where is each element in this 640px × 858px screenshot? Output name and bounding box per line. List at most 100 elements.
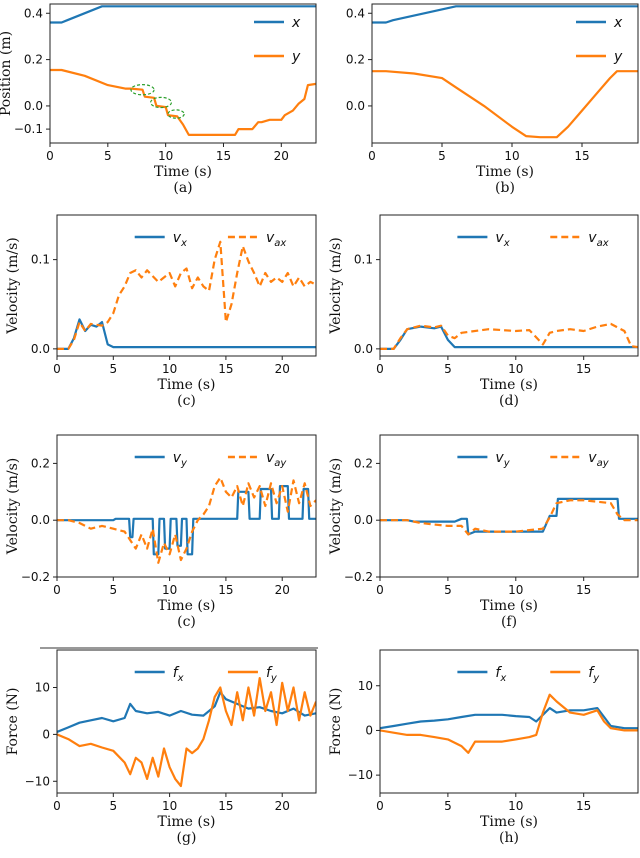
y-tick-label: 0.2 <box>354 456 373 470</box>
x-axis-label: Time (s) <box>158 814 216 830</box>
x-tick-label: 15 <box>218 583 233 597</box>
y-tick-label: −10 <box>25 774 50 788</box>
x-axis-label: Time (s) <box>480 598 538 614</box>
x-tick-label: 5 <box>104 149 112 163</box>
legend-label: fx <box>173 665 184 684</box>
y-tick-label: 0.0 <box>31 342 50 356</box>
axes-frame <box>379 649 639 794</box>
legend: xy <box>576 15 623 65</box>
legend-label: fy <box>588 665 600 684</box>
legend-subscript: y <box>270 673 278 684</box>
legend: vy vay <box>134 450 287 469</box>
y-tick-label: 0.0 <box>354 342 373 356</box>
panel-caption: (d) <box>499 393 519 409</box>
y-tick-label: 0.4 <box>24 6 43 20</box>
axes-frame <box>379 434 639 578</box>
axes-frame <box>56 214 317 357</box>
legend-subscript: x <box>499 673 506 684</box>
legend-subscript: y <box>592 673 600 684</box>
x-tick-label: 5 <box>109 583 117 597</box>
legend: vx vax <box>134 230 286 249</box>
panel-caption: (a) <box>173 180 192 196</box>
legend-label: fy <box>266 665 278 684</box>
panel-caption: (h) <box>499 830 519 846</box>
x-axis-label: Time (s) <box>158 377 216 393</box>
legend-subscript: y <box>180 458 188 469</box>
x-tick-label: 0 <box>376 362 384 376</box>
y-tick-label: 0.2 <box>346 53 365 67</box>
y-tick-label: 0 <box>365 723 373 737</box>
x-tick-label: 0 <box>368 149 376 163</box>
x-tick-label: 15 <box>574 149 589 163</box>
axes-frame <box>56 434 317 578</box>
legend: xy <box>254 15 301 65</box>
y-tick-label: 0.4 <box>346 6 365 20</box>
series-line-vay-e <box>57 476 316 564</box>
series-line-vax-c <box>57 240 316 350</box>
y-tick-label: 0.1 <box>31 253 50 267</box>
y-tick-label: −0.1 <box>14 122 43 136</box>
chart-panel-f: 0 5 10 15 −0.2 0.0 0.2 Time (s) Velocity (m/s) (f… <box>328 434 639 630</box>
x-axis-label: Time (s) <box>154 164 212 180</box>
annotation-ellipse <box>150 96 173 109</box>
y-tick-label: 0.2 <box>24 53 43 67</box>
legend-label: fx <box>495 665 506 684</box>
x-axis-label: Time (s) <box>158 598 216 614</box>
y-tick-label: 0.0 <box>346 99 365 113</box>
x-tick-label: 15 <box>218 362 233 376</box>
series-line-y-b <box>372 70 638 139</box>
x-tick-label: 20 <box>275 362 290 376</box>
y-tick-label: 10 <box>358 679 373 693</box>
panel-caption: (g) <box>177 830 197 846</box>
x-tick-label: 5 <box>444 362 452 376</box>
y-tick-label: −0.2 <box>21 570 50 584</box>
x-tick-label: 15 <box>576 583 591 597</box>
x-axis-label: Time (s) <box>476 164 534 180</box>
x-tick-label: 10 <box>508 583 523 597</box>
legend-label: vax <box>266 230 286 249</box>
series-line-vx-c <box>57 318 316 350</box>
panel-caption: (f) <box>501 614 517 630</box>
legend: vy vay <box>457 450 610 469</box>
x-tick-label: 5 <box>444 799 452 813</box>
legend: fx fy <box>134 665 278 684</box>
legend-label: vy <box>495 450 510 469</box>
y-tick-label: 10 <box>35 681 50 695</box>
x-tick-label: 0 <box>53 799 61 813</box>
x-tick-label: 10 <box>508 362 523 376</box>
legend-label: x <box>613 15 623 31</box>
series-line-y-a <box>50 68 316 136</box>
x-tick-label: 15 <box>576 362 591 376</box>
legend-label: y <box>613 49 623 65</box>
y-axis-label: Velocity (m/s) <box>5 237 21 334</box>
series-line-vax-d <box>380 322 638 350</box>
x-tick-label: 10 <box>162 362 177 376</box>
x-tick-label: 10 <box>158 149 173 163</box>
axes-frame <box>49 3 317 144</box>
series-line-vy-e <box>57 485 316 556</box>
y-tick-label: 0.1 <box>354 253 373 267</box>
axes-frame <box>56 649 317 794</box>
series-line-fx-h <box>380 706 638 730</box>
x-tick-label: 20 <box>275 583 290 597</box>
legend: vx vax <box>457 230 609 249</box>
series-line-fx-g <box>57 691 316 734</box>
legend-label: vay <box>588 450 609 469</box>
legend-subscript: ax <box>597 238 609 249</box>
legend-subscript: ay <box>597 458 610 469</box>
x-tick-label: 5 <box>438 149 446 163</box>
x-tick-label: 20 <box>275 799 290 813</box>
panel-caption: (c) <box>177 614 196 630</box>
chart-panel-e: 0 5 10 15 20 −0.2 0.0 0.2 Time (s) Velocity (m/s)… <box>5 434 317 630</box>
axes-frame <box>371 3 639 144</box>
series-line-x-a <box>50 5 316 24</box>
y-tick-label: −10 <box>348 768 373 782</box>
legend-label: vax <box>588 230 608 249</box>
panel-caption: (b) <box>495 180 515 196</box>
legend-label: vx <box>495 230 509 249</box>
legend-label: y <box>291 49 301 65</box>
